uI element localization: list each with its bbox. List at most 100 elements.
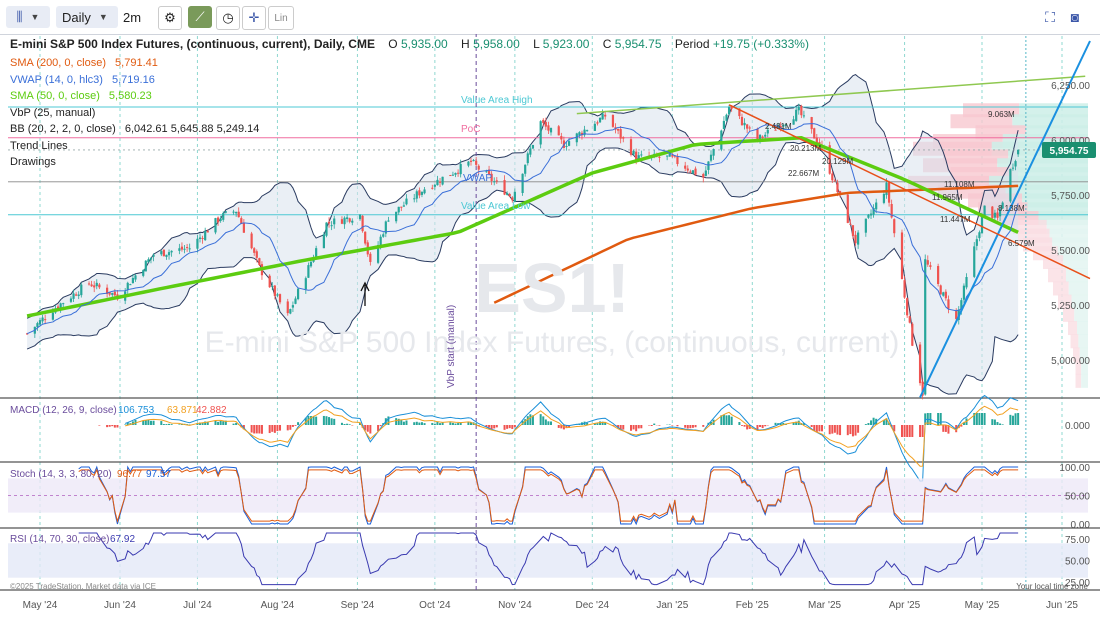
- candle-body: [637, 155, 640, 160]
- macd-histogram-bar: [503, 425, 506, 430]
- candle-body: [333, 218, 336, 225]
- legend-item[interactable]: VWAP (14, 0, hlc3) 5,719.16: [10, 74, 155, 86]
- macd-histogram-bar: [144, 420, 147, 425]
- candle-body: [183, 248, 186, 250]
- macd-histogram-bar: [743, 425, 746, 427]
- x-tick-label: Aug '24: [261, 600, 295, 611]
- candle-body: [87, 283, 91, 285]
- candle-body: [129, 284, 132, 286]
- candle-body: [75, 294, 78, 296]
- candle-body: [327, 221, 331, 224]
- drawing-tool-icon[interactable]: ⟋: [188, 6, 212, 28]
- candle-body: [487, 169, 491, 175]
- legend-item-label: SMA (50, 0, close): [10, 90, 100, 102]
- interval-button[interactable]: 2m: [122, 9, 142, 25]
- legend-item[interactable]: VbP (25, manual): [10, 107, 95, 119]
- candle-body: [160, 251, 163, 255]
- candle-body: [1001, 202, 1004, 209]
- macd-histogram-bar: [893, 425, 896, 432]
- candle-body: [854, 234, 857, 244]
- candle-body: [962, 285, 966, 300]
- trend-line-falling: [728, 104, 1091, 280]
- candle-body: [671, 155, 674, 157]
- macd-histogram-bar: [870, 420, 873, 425]
- macd-histogram-bar: [201, 422, 204, 425]
- macd-histogram-bar: [235, 422, 238, 425]
- candle-body: [382, 234, 385, 237]
- macd-histogram-bar: [596, 423, 599, 425]
- candle-body: [991, 206, 994, 219]
- legend-item[interactable]: Trend Lines: [10, 140, 68, 152]
- macd-histogram-bar: [490, 425, 493, 430]
- legend-item[interactable]: SMA (50, 0, close) 5,580.23: [10, 90, 152, 102]
- macd-histogram-bar: [286, 425, 289, 431]
- scale-lin-button[interactable]: Lin: [268, 6, 294, 30]
- macd-histogram-bar: [162, 424, 165, 425]
- candle-body: [851, 225, 855, 236]
- x-tick-label: Oct '24: [419, 600, 451, 611]
- macd-histogram-bar: [908, 425, 911, 437]
- settings-icon[interactable]: ⚙: [158, 6, 182, 30]
- bar-style-dropdown[interactable]: ⫼ ▼: [6, 6, 50, 28]
- candle-body: [376, 244, 380, 263]
- candle-body: [557, 126, 560, 136]
- macd-histogram-bar: [792, 422, 795, 425]
- vbp-bar-down: [1063, 307, 1075, 322]
- legend-item[interactable]: SMA (200, 0, close) 5,791.41: [10, 57, 158, 69]
- macd-histogram-bar: [309, 416, 312, 425]
- x-tick-label: Feb '25: [736, 600, 769, 611]
- vbp-bar-up: [1068, 281, 1088, 296]
- candle-body: [836, 182, 839, 193]
- macd-histogram-bar: [738, 422, 741, 425]
- macd-histogram-bar: [395, 418, 398, 425]
- macd-histogram-bar: [939, 413, 942, 425]
- macd-histogram-bar: [204, 421, 207, 425]
- macd-histogram-bar: [418, 422, 421, 425]
- expand-icon[interactable]: ⛶: [1045, 8, 1055, 25]
- candle-body: [309, 261, 313, 267]
- candle-body: [106, 287, 109, 294]
- legend-item-label: VWAP (14, 0, hlc3): [10, 73, 103, 86]
- candle-body: [875, 202, 878, 210]
- candle-body: [611, 115, 615, 127]
- macd-histogram-bar: [764, 425, 767, 427]
- candle-body: [351, 220, 354, 223]
- candle-body: [689, 171, 692, 173]
- macd-histogram-bar: [810, 425, 813, 428]
- toolbar: ⫼ ▼ Daily ▼ 2m ⚙ ⟋ ◷ ✛ Lin ⛶ ◙: [0, 0, 1100, 34]
- macd-histogram-bar: [513, 425, 516, 428]
- clock-icon[interactable]: ◷: [216, 6, 240, 30]
- macd-histogram-bar: [650, 425, 653, 427]
- macd-histogram-bar: [1001, 424, 1004, 425]
- candle-body: [658, 156, 661, 158]
- vbp-bar-up: [1012, 114, 1088, 129]
- candle-body: [531, 145, 535, 149]
- vbp-bar-down: [950, 114, 1013, 129]
- candle-body: [702, 174, 705, 178]
- macd-histogram-bar: [405, 420, 408, 425]
- macd-histogram-bar: [730, 416, 733, 425]
- candle-body: [315, 248, 318, 257]
- close-label: C: [602, 37, 612, 51]
- candle-body: [617, 128, 620, 131]
- macd-histogram-bar: [777, 423, 780, 425]
- macd-histogram-bar: [348, 424, 351, 425]
- macd-histogram-bar: [315, 416, 318, 425]
- candle-body: [250, 233, 253, 249]
- candle-body: [738, 108, 741, 117]
- legend-item[interactable]: BB (20, 2, 2, 0, close) 6,042.61 5,645.8…: [10, 123, 259, 135]
- macd-zero-tick: 0.000: [1065, 421, 1090, 432]
- camera-icon[interactable]: ◙: [1070, 9, 1080, 25]
- macd-histogram-bar: [565, 425, 568, 429]
- period-dropdown[interactable]: Daily ▼: [56, 6, 118, 28]
- crosshair-icon[interactable]: ✛: [242, 6, 266, 30]
- candle-body: [601, 113, 604, 120]
- macd-histogram-bar: [689, 425, 692, 429]
- macd-histogram-bar: [1014, 413, 1017, 425]
- vbp-bar-up: [1078, 334, 1088, 349]
- candle-body: [906, 298, 909, 316]
- legend-item[interactable]: Drawings: [10, 156, 56, 168]
- macd-histogram-bar: [622, 425, 625, 430]
- macd-histogram-bar: [653, 423, 656, 425]
